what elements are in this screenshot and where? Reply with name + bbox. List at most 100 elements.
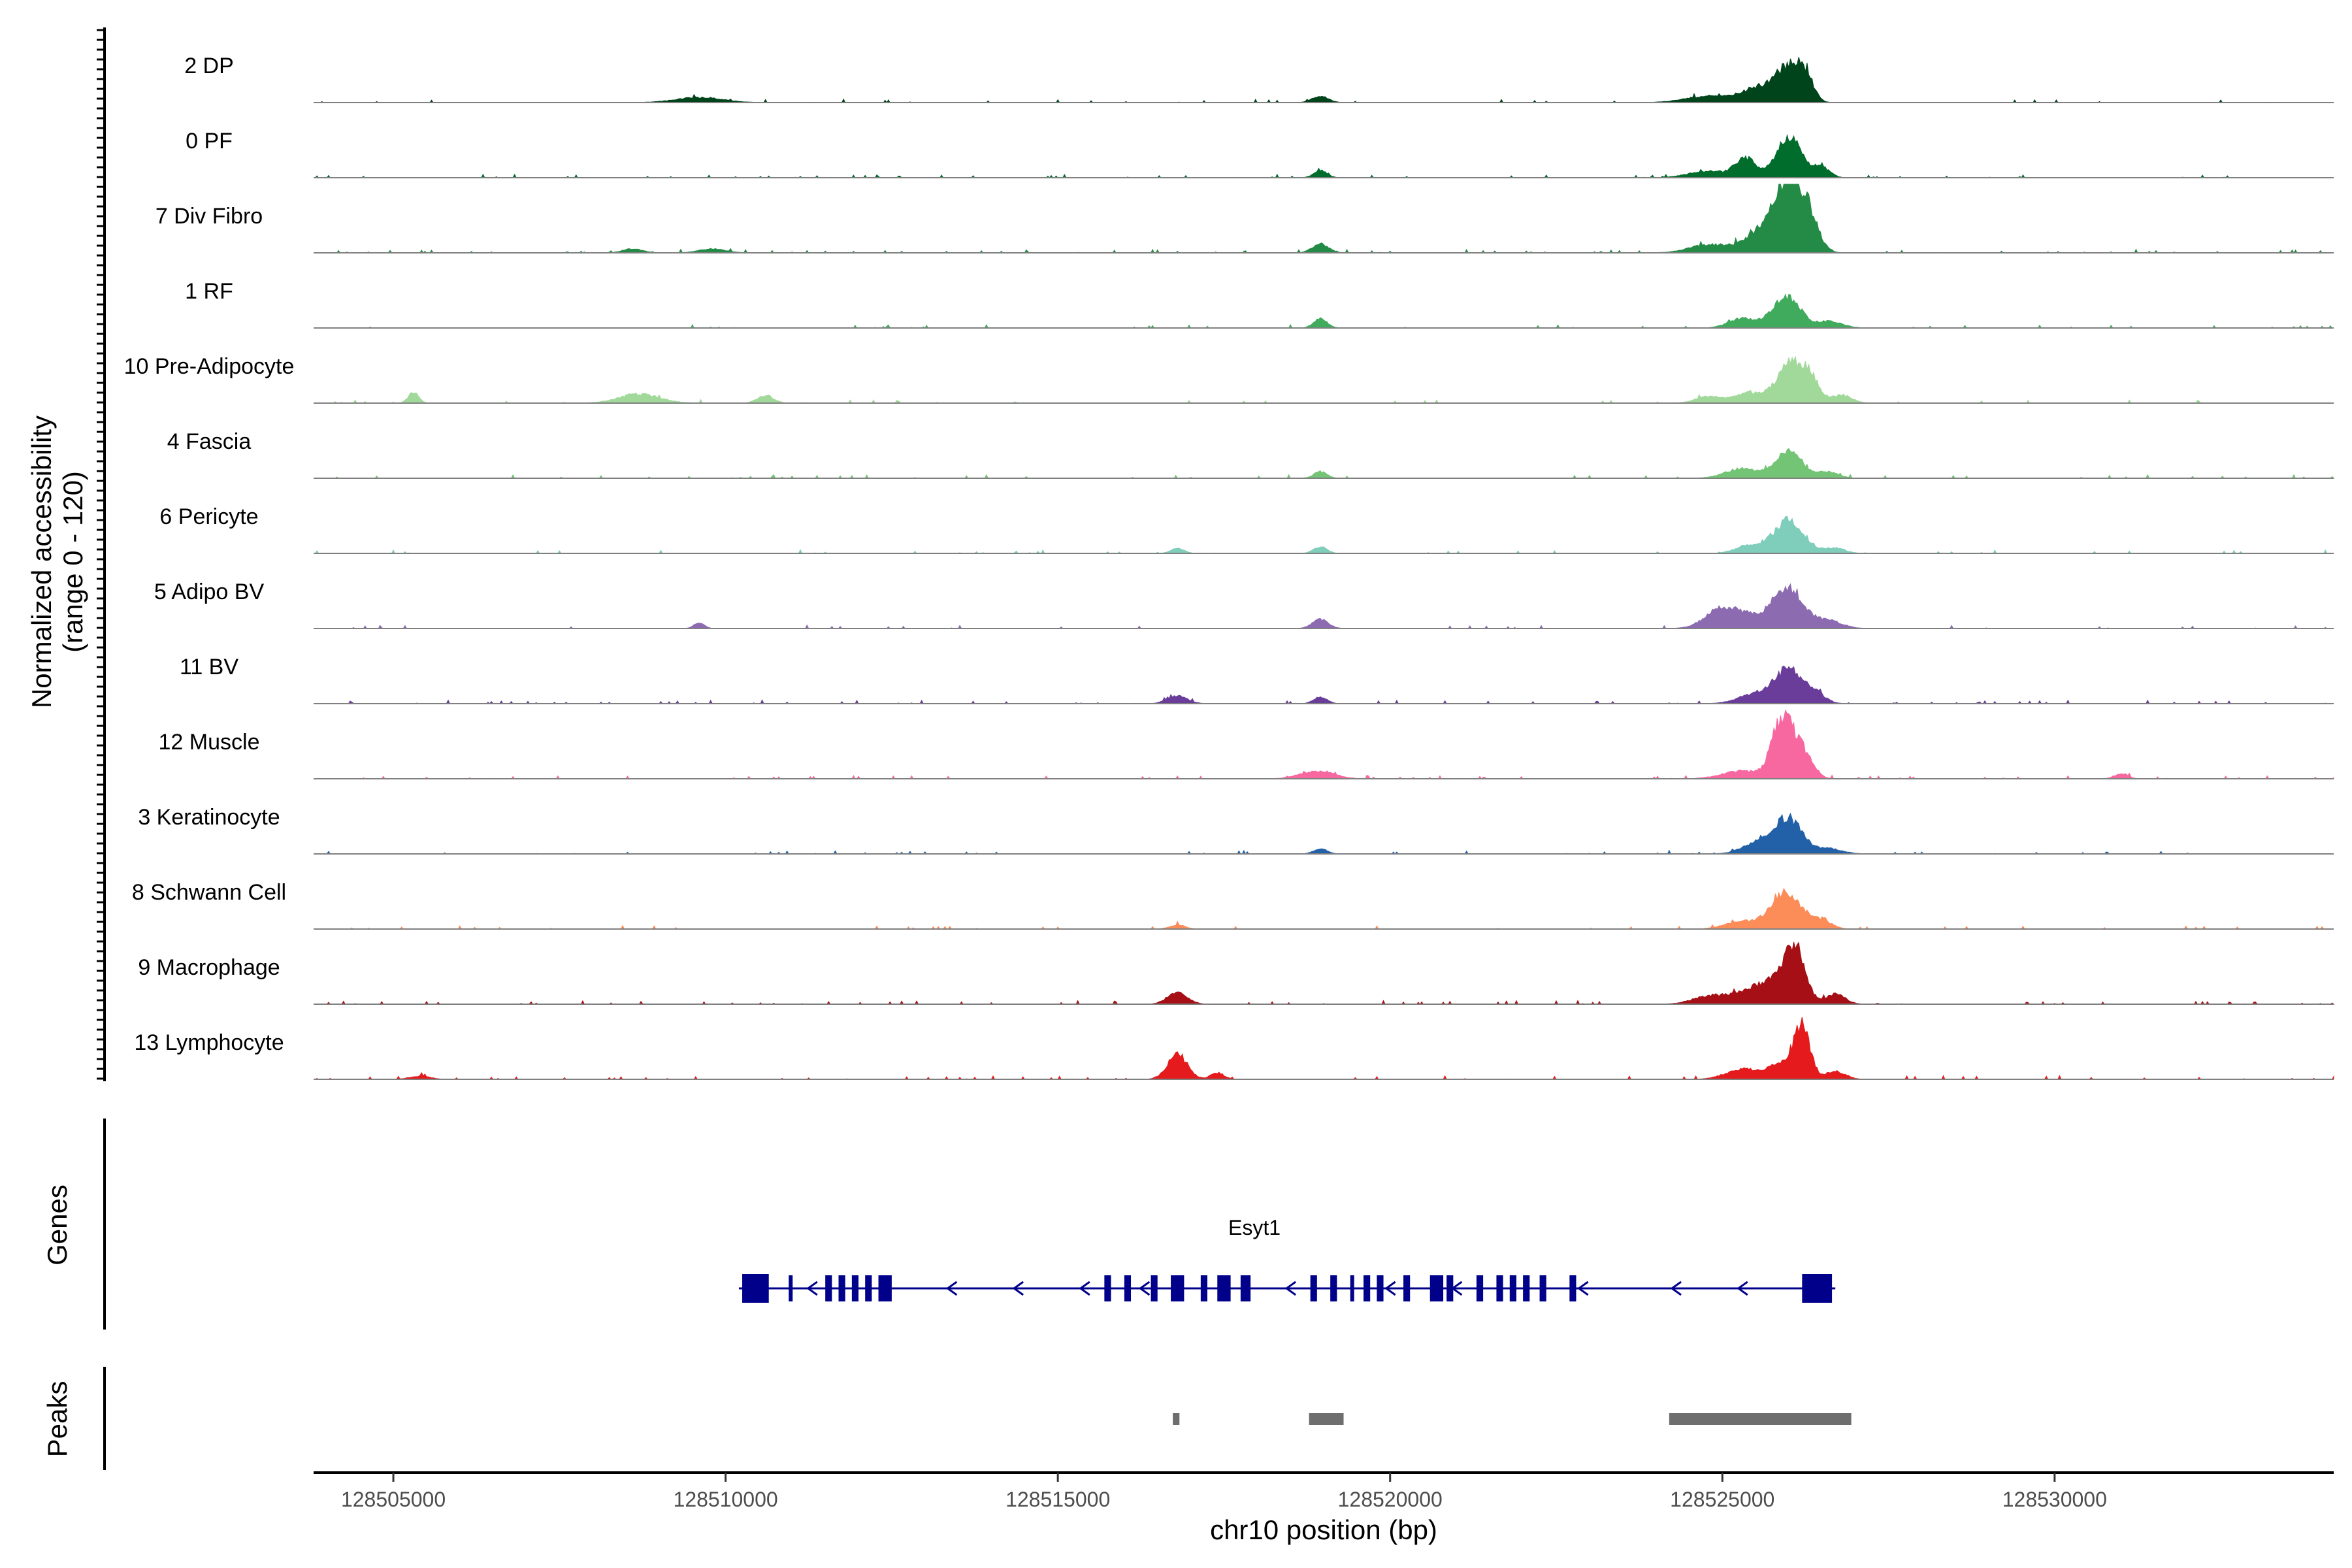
gene-exon: [1403, 1275, 1411, 1301]
gene-exon: [1802, 1274, 1833, 1303]
gene-exon: [1310, 1275, 1317, 1301]
track-label: 7 Div Fibro: [155, 204, 263, 229]
track-label: 9 Macrophage: [138, 955, 280, 980]
gene-name-label: Esyt1: [1228, 1216, 1281, 1239]
track-label: 3 Keratinocyte: [138, 805, 280, 830]
gene-exon: [1496, 1275, 1503, 1301]
gene-exon: [878, 1275, 892, 1301]
track-13-lymphocyte: 13 Lymphocyte: [134, 1017, 2334, 1080]
gene-exon: [1171, 1275, 1184, 1301]
x-tick-label: 128505000: [341, 1488, 446, 1511]
x-axis-ticks: 128505000 128510000 128515000 128520000 1285…: [341, 1473, 2107, 1511]
gene-exon: [865, 1275, 872, 1301]
track-signal: [314, 665, 2334, 704]
track-signal: [314, 515, 2334, 554]
track-signal: [314, 293, 2334, 329]
gene-exon: [1350, 1275, 1354, 1301]
track-label: 5 Adipo BV: [154, 580, 265, 604]
gene-strand-arrow: [1450, 1281, 1463, 1296]
track-signal: [314, 356, 2334, 404]
track-2-dp: 2 DP: [184, 54, 2334, 103]
peak-regions: [1173, 1413, 1852, 1425]
coverage-y-ticks: [97, 29, 105, 1080]
track-5-adipo-bv: 5 Adipo BV: [154, 580, 2334, 629]
gene-strand-arrow: [1138, 1281, 1151, 1296]
track-11-bv: 11 BV: [180, 655, 2334, 704]
track-1-rf: 1 RF: [185, 279, 2334, 329]
gene-exon: [825, 1275, 832, 1301]
track-label: 2 DP: [184, 54, 234, 78]
x-tick-label: 128530000: [2002, 1488, 2107, 1511]
track-label: 11 BV: [180, 655, 238, 679]
peak-region: [1173, 1413, 1180, 1425]
track-signal: [314, 709, 2334, 779]
gene-exon: [1539, 1275, 1546, 1301]
gene-strand-arrow: [1737, 1281, 1748, 1296]
gene-exon: [1240, 1275, 1251, 1301]
track-signal: [314, 1017, 2334, 1080]
gene-exon: [1429, 1275, 1444, 1301]
x-tick-label: 128515000: [1005, 1488, 1110, 1511]
gene-model-esyt1: [738, 1274, 1836, 1303]
gene-strand-arrow: [806, 1281, 818, 1296]
track-label: 1 RF: [185, 279, 233, 304]
gene-exon: [1104, 1275, 1111, 1301]
peak-region: [1669, 1413, 1852, 1425]
gene-exon: [1364, 1275, 1371, 1301]
gene-strand-arrow: [1577, 1281, 1589, 1296]
track-label: 0 PF: [186, 129, 233, 154]
track-0-pf: 0 PF: [186, 129, 2334, 178]
track-signal: [314, 448, 2335, 479]
track-9-macrophage: 9 Macrophage: [138, 941, 2335, 1005]
gene-exon: [1217, 1275, 1231, 1301]
gene-exon: [1446, 1275, 1454, 1301]
track-8-schwann-cell: 8 Schwann Cell: [132, 880, 2334, 930]
track-signal: [314, 887, 2334, 930]
gene-exon: [1377, 1275, 1384, 1301]
gene-exon: [1476, 1275, 1484, 1301]
track-7-div-fibro: 7 Div Fibro: [155, 184, 2334, 253]
peaks-panel-label: Peaks: [42, 1381, 73, 1458]
track-3-keratinocyte: 3 Keratinocyte: [138, 805, 2334, 855]
x-tick-label: 128520000: [1338, 1488, 1443, 1511]
y-axis-title-line1: Normalized accessibility: [26, 416, 57, 708]
track-signal: [314, 812, 2334, 855]
track-4-fascia: 4 Fascia: [167, 429, 2335, 479]
gene-strand-arrow: [1284, 1281, 1297, 1296]
track-signal: [314, 133, 2334, 178]
gene-exon: [1569, 1275, 1576, 1301]
track-signal: [314, 184, 2334, 253]
peak-region: [1309, 1413, 1344, 1425]
gene-strand-arrow: [1670, 1281, 1682, 1296]
x-tick-label: 128510000: [674, 1488, 778, 1511]
gene-exon: [1330, 1275, 1337, 1301]
track-label: 12 Muscle: [159, 730, 260, 755]
x-axis-title: chr10 position (bp): [1210, 1514, 1437, 1545]
gene-exon: [1151, 1275, 1158, 1301]
track-signal: [314, 583, 2334, 629]
track-signal: [314, 941, 2335, 1005]
track-label: 6 Pericyte: [159, 504, 258, 529]
gene-strand-arrow: [1079, 1281, 1090, 1296]
y-axis-title-line2: (range 0 - 120): [57, 471, 88, 653]
track-6-pericyte: 6 Pericyte: [159, 504, 2334, 554]
genes-panel-label: Genes: [42, 1184, 73, 1266]
gene-strand-arrow: [1012, 1281, 1024, 1296]
coverage-tracks: 2 DP 0 PF 7 Div Fibro 1 RF 10 Pre-Adipocyte 4…: [124, 54, 2335, 1080]
x-tick-label: 128525000: [1670, 1488, 1774, 1511]
track-label: 8 Schwann Cell: [132, 880, 286, 905]
gene-strand-arrow: [1384, 1281, 1396, 1296]
gene-exon: [851, 1275, 859, 1301]
gene-exon: [1509, 1275, 1516, 1301]
track-12-muscle: 12 Muscle: [159, 709, 2334, 779]
gene-exon: [838, 1275, 845, 1301]
track-10-pre-adipocyte: 10 Pre-Adipocyte: [124, 354, 2334, 404]
track-label: 13 Lymphocyte: [134, 1030, 284, 1055]
gene-exon: [789, 1275, 793, 1301]
track-label: 4 Fascia: [167, 429, 252, 454]
track-signal: [314, 57, 2334, 103]
gene-exon: [1523, 1275, 1530, 1301]
track-label: 10 Pre-Adipocyte: [124, 354, 295, 379]
gene-strand-arrow: [945, 1281, 958, 1296]
